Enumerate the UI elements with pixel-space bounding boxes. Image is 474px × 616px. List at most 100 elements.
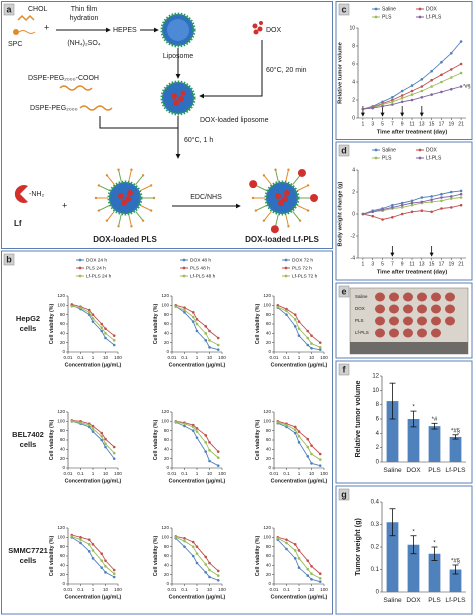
data-point: [183, 311, 186, 314]
data-point: [104, 336, 107, 340]
y-tick-label: 0: [352, 115, 355, 121]
x-tick-label: 10: [103, 471, 109, 476]
data-point: [318, 341, 322, 344]
x-tick-label: 0.1: [181, 471, 188, 476]
panel-frame: [1, 250, 333, 615]
data-point: [79, 536, 82, 539]
data-point: [183, 308, 186, 312]
tumor: [403, 316, 413, 326]
x-tick-label: 13: [419, 261, 425, 267]
data-point: [361, 107, 365, 111]
chain-end: [105, 219, 109, 222]
y-tick-label: 60: [164, 553, 170, 558]
legend-label: DOX 24 h: [86, 257, 107, 263]
y-tick-label: 40: [164, 563, 170, 568]
data-point: [430, 78, 433, 82]
peg-chain: [292, 175, 301, 186]
data-point: [449, 87, 453, 91]
row-label: SMMC7721: [8, 546, 48, 555]
chain-end: [298, 219, 302, 222]
data-point: [310, 462, 313, 465]
y-tick-label: 0: [166, 349, 169, 354]
peg-chain: [140, 204, 152, 212]
data-point: [459, 189, 463, 193]
y-tick-label: 2: [352, 97, 355, 103]
data-point: [440, 80, 443, 84]
panel-label-box: [338, 363, 350, 376]
data-point: [430, 200, 433, 204]
data-point: [91, 313, 95, 316]
label: Lf: [14, 219, 22, 228]
peg-chain: [255, 184, 267, 192]
label: CHOL: [28, 6, 48, 13]
data-point: [285, 425, 288, 429]
peg-icon: [59, 85, 93, 91]
y-tick-label: 80: [266, 312, 272, 317]
peg-chain: [285, 169, 289, 182]
data-point: [400, 203, 404, 207]
tumor: [417, 304, 427, 314]
chain-end: [105, 174, 109, 177]
chain-end: [152, 196, 156, 200]
data-point: [310, 578, 313, 581]
tumor: [389, 304, 399, 314]
data-point: [204, 563, 208, 566]
data-point: [293, 425, 297, 429]
data-point: [318, 464, 322, 467]
x-tick-label: 100: [114, 471, 122, 476]
lf-ligand: [249, 180, 258, 189]
data-point: [100, 329, 104, 333]
data-point: [459, 85, 463, 88]
y-axis-label: Cell viability (%): [49, 420, 55, 461]
data-point: [70, 535, 74, 538]
chain-end: [287, 168, 290, 171]
x-tick-label: 1: [92, 471, 95, 476]
x-tick-label: 1: [298, 587, 301, 592]
lf-ligand: [297, 168, 306, 177]
y-tick-label: 4: [352, 79, 355, 85]
data-point: [293, 557, 297, 560]
y-tick-label: 100: [263, 303, 271, 308]
data-point: [91, 549, 95, 552]
pls-particle: [94, 168, 156, 228]
x-tick-label: 1: [196, 471, 199, 476]
y-tick-label: 100: [57, 303, 65, 308]
tumor-row-label: DOX: [355, 306, 365, 311]
data-point: [297, 441, 301, 444]
legend-marker: [284, 258, 288, 262]
data-point: [191, 540, 195, 544]
tumor-row-label: Saline: [355, 294, 368, 299]
data-point: [87, 543, 91, 546]
chain-end: [306, 209, 310, 212]
dox-dot: [178, 96, 184, 102]
y-tick-label: 0: [376, 460, 380, 466]
tumor: [403, 292, 413, 302]
chain-end: [287, 225, 290, 228]
y-tick-label: 8: [352, 43, 355, 49]
data-point: [318, 452, 322, 456]
x-tick-label: 10: [207, 355, 213, 360]
y-tick-label: 0.2: [371, 545, 380, 551]
panel-label-box: [338, 488, 350, 501]
y-tick-label: 120: [161, 525, 169, 530]
data-point: [276, 304, 280, 307]
peg-chain: [275, 214, 279, 227]
legend-label: PLS 48 h: [190, 265, 210, 271]
data-point: [174, 305, 178, 309]
data-point: [204, 450, 208, 453]
data-point: [104, 571, 107, 574]
panel-label: g: [341, 489, 347, 499]
y-tick-label: 80: [60, 544, 66, 549]
x-tick-label: 0.1: [283, 587, 290, 592]
label: DOX-loaded Lf-PLS: [245, 235, 319, 244]
y-axis-label: Cell viability (%): [49, 304, 55, 345]
x-tick-label: 13: [419, 121, 425, 127]
data-point: [104, 442, 107, 446]
data-point: [91, 430, 95, 433]
tumor: [431, 328, 441, 338]
data-point: [391, 98, 394, 102]
dox-dot: [118, 193, 124, 199]
data-point: [391, 96, 394, 99]
x-tick-label: 100: [114, 587, 122, 592]
